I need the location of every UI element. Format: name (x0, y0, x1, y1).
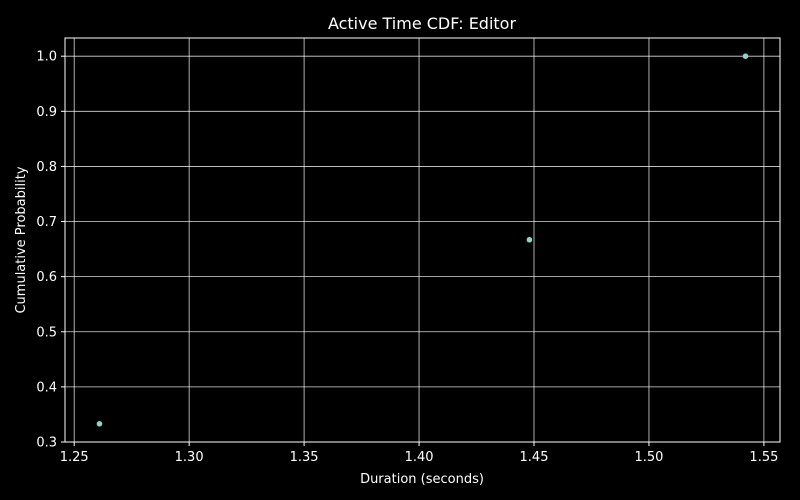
y-tick-label: 0.3 (36, 436, 57, 451)
x-tick-label: 1.50 (634, 450, 663, 465)
x-tick-label: 1.45 (520, 450, 549, 465)
y-tick-label: 0.4 (36, 380, 57, 395)
x-tick-label: 1.40 (405, 450, 434, 465)
plot-frame (64, 37, 781, 443)
data-point (742, 53, 749, 59)
y-tick-label: 0.5 (36, 325, 57, 340)
x-tick-label: 1.25 (60, 450, 89, 465)
axis-ticks: 1.25 1.30 1.35 1.40 1.45 1.50 1.55 0.3 0.4 0.5 0.6… (36, 50, 778, 465)
y-tick-label: 0.7 (36, 215, 57, 230)
y-tick-label: 1.0 (36, 50, 57, 65)
x-tick-label: 1.30 (175, 450, 204, 465)
data-points (96, 53, 749, 427)
x-axis-label: Duration (seconds) (360, 472, 484, 487)
x-tick-label: 1.55 (749, 450, 778, 465)
data-point (526, 236, 533, 243)
y-tick-label: 0.8 (36, 160, 57, 175)
y-tick-label: 0.9 (36, 105, 57, 120)
chart-title: Active Time CDF: Editor (328, 14, 517, 33)
y-tick-label: 0.6 (36, 270, 57, 285)
x-tick-label: 1.35 (290, 450, 319, 465)
y-axis-label: Cumulative Probability (14, 166, 29, 313)
grid (65, 38, 780, 443)
data-point (96, 421, 103, 427)
